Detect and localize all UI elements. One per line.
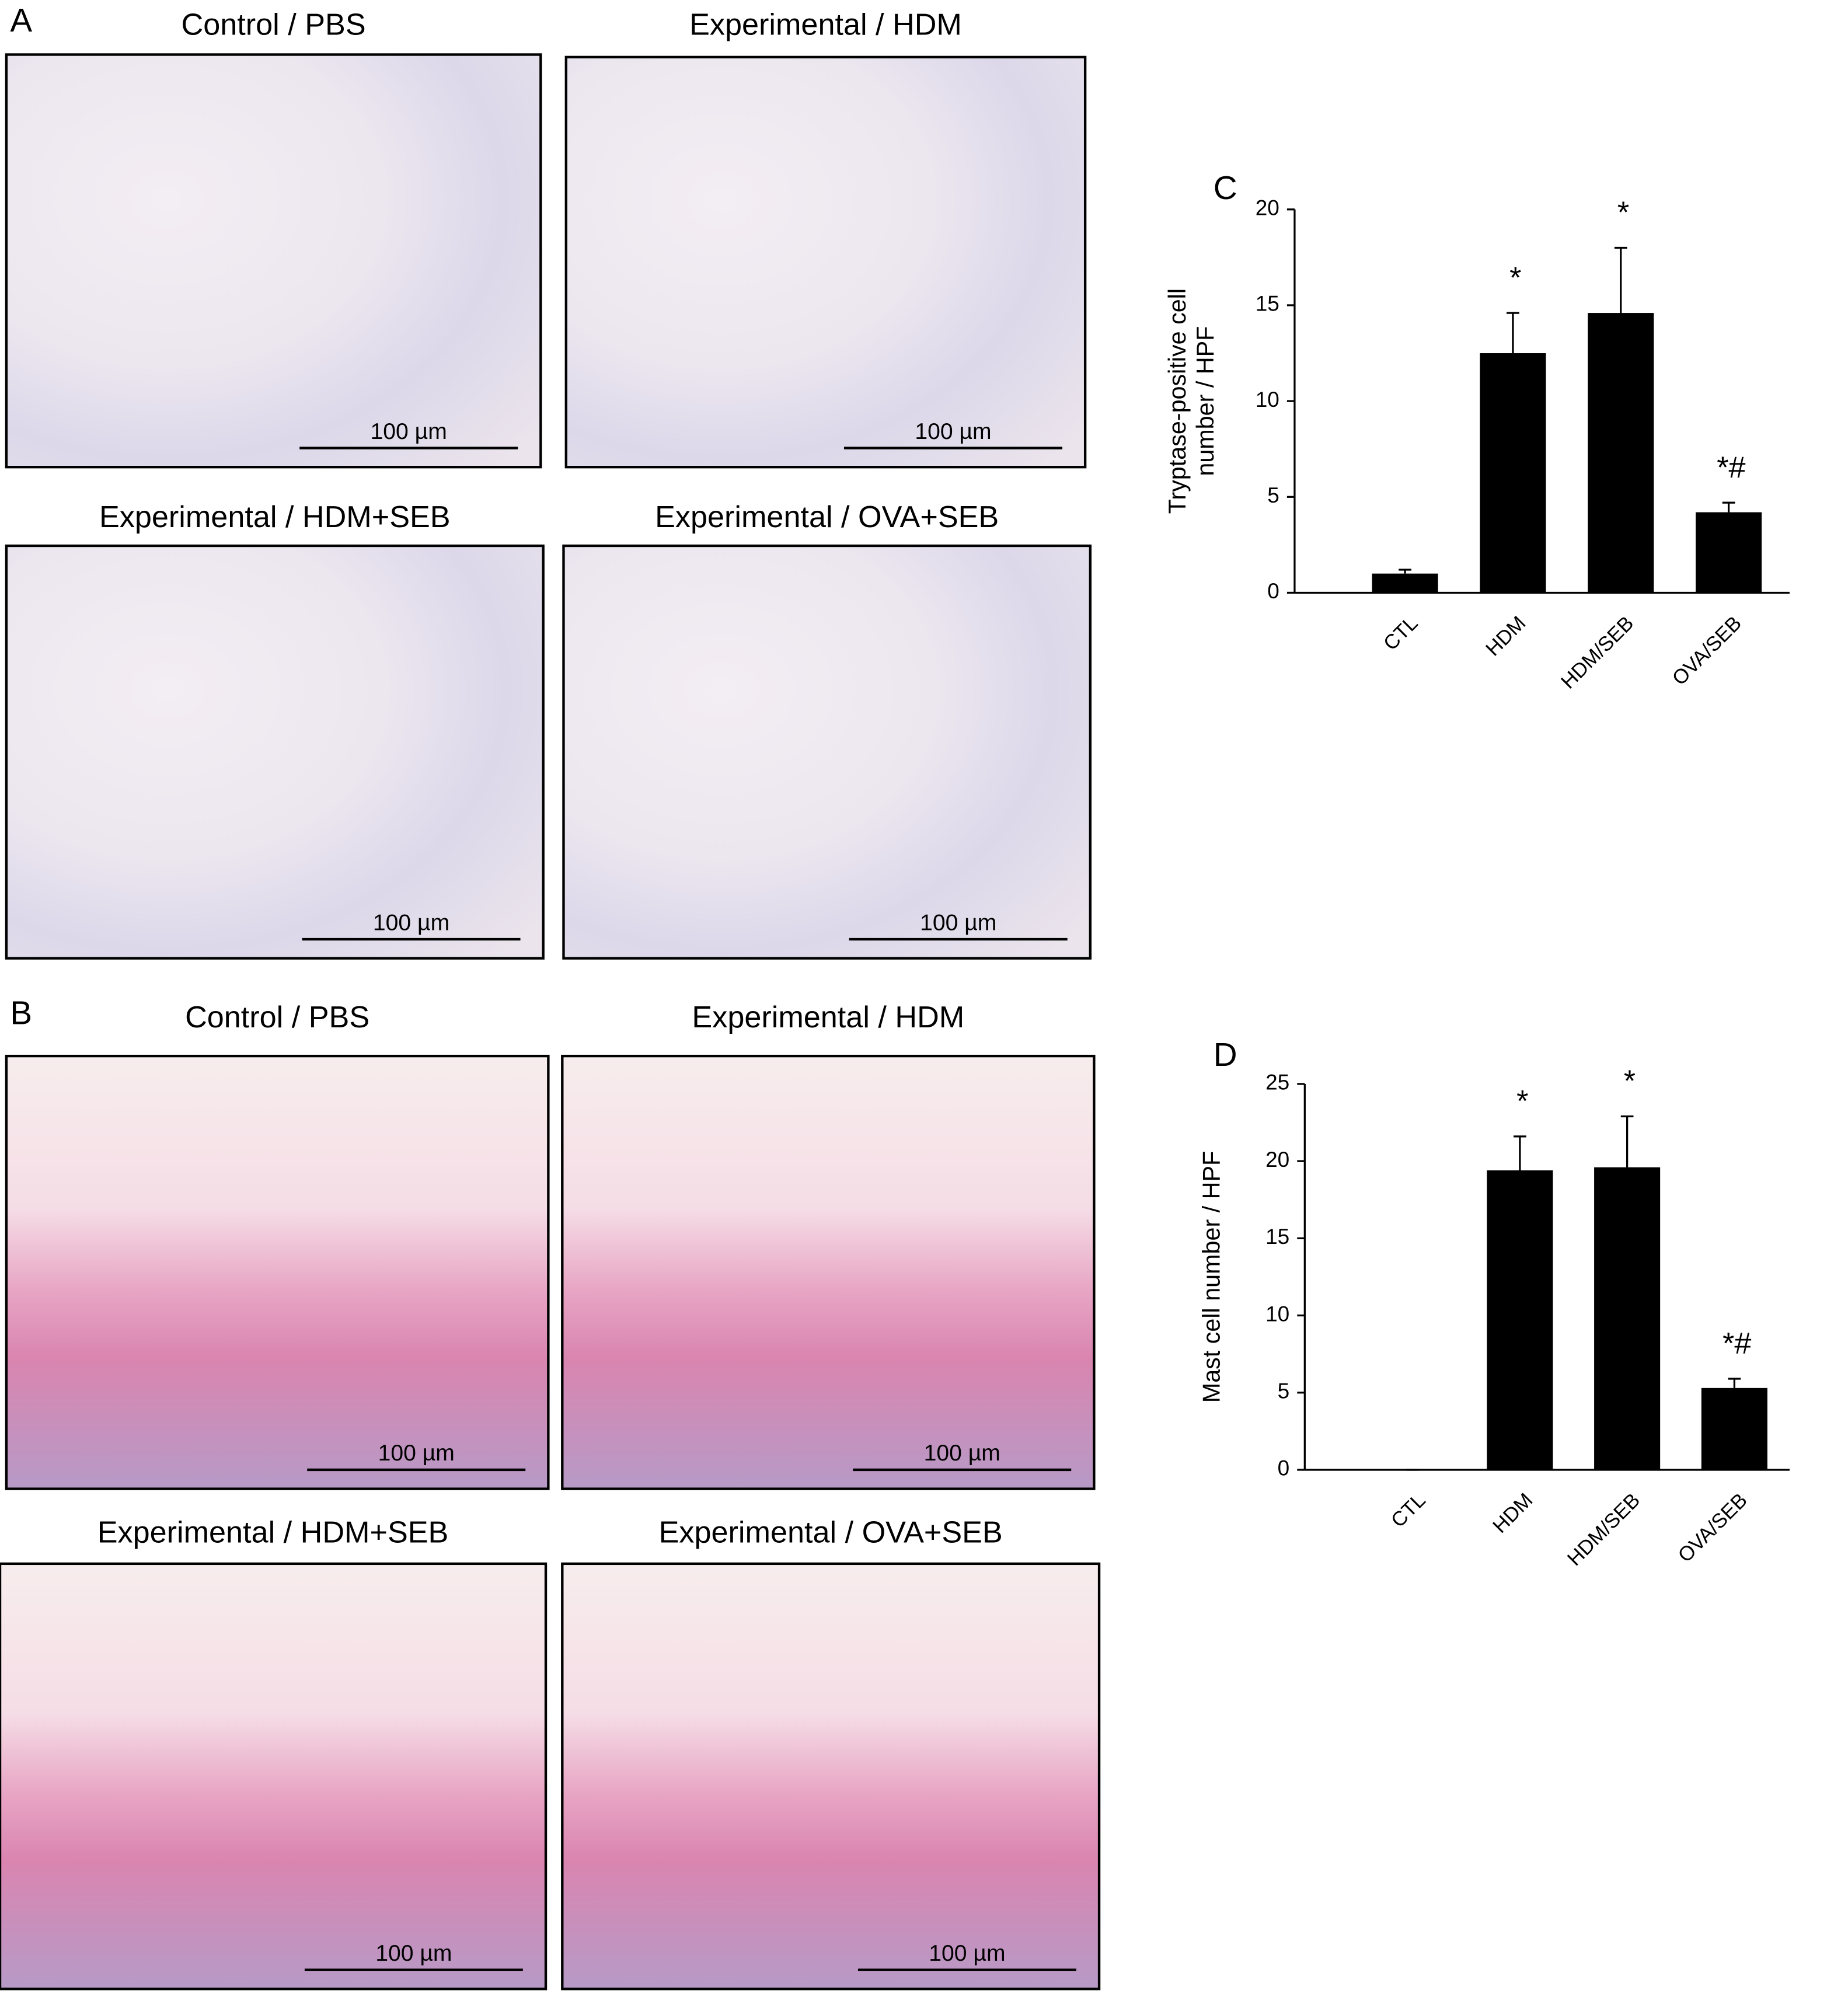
image-title: Experimental / OVA+SEB — [659, 1516, 1003, 1550]
x-tick-label: HDM/SEB — [1557, 612, 1638, 693]
significance-mark: *# — [1723, 1327, 1751, 1361]
micrograph — [5, 53, 542, 469]
x-tick-label: CTL — [1387, 1489, 1429, 1532]
y-tick-label: 20 — [1265, 1148, 1289, 1172]
scale-label: 100 µm — [924, 1441, 1000, 1466]
panel-letter: A — [10, 2, 32, 39]
micrograph — [5, 544, 545, 960]
significance-mark: *# — [1717, 451, 1745, 484]
x-tick-label: HDM — [1482, 612, 1530, 661]
y-tick-label: 10 — [1265, 1302, 1289, 1326]
scale-label: 100 µm — [373, 910, 449, 935]
micrograph — [562, 544, 1092, 960]
significance-mark: * — [1624, 1065, 1636, 1099]
panel-letter: D — [1214, 1036, 1237, 1073]
scale-label: 100 µm — [920, 910, 996, 935]
bar — [1372, 573, 1438, 593]
image-title: Experimental / HDM+SEB — [99, 500, 451, 534]
bar — [1588, 313, 1654, 593]
image-title: Experimental / OVA+SEB — [655, 500, 999, 534]
micrograph — [561, 1562, 1101, 1990]
bar — [1701, 1388, 1767, 1470]
bar — [1594, 1167, 1661, 1470]
x-tick-label: OVA/SEB — [1668, 612, 1746, 690]
scale-label: 100 µm — [929, 1941, 1005, 1966]
micrograph — [561, 1054, 1096, 1490]
scale-label: 100 µm — [915, 419, 991, 444]
y-tick-label: 15 — [1265, 1225, 1289, 1249]
y-tick-label: 0 — [1278, 1456, 1290, 1480]
bar — [1487, 1170, 1553, 1470]
y-tick-label: 15 — [1256, 292, 1279, 316]
y-axis-label: number / HPF — [1192, 326, 1219, 476]
bar — [1480, 353, 1546, 593]
y-tick-label: 25 — [1265, 1071, 1289, 1094]
scale-label: 100 µm — [375, 1941, 452, 1966]
micrograph — [5, 1054, 550, 1490]
significance-mark: * — [1509, 261, 1521, 295]
image-title: Experimental / HDM+SEB — [97, 1516, 449, 1550]
y-axis-label: Mast cell number / HPF — [1198, 1151, 1225, 1403]
scale-label: 100 µm — [371, 419, 447, 444]
x-tick-label: OVA/SEB — [1674, 1489, 1752, 1567]
y-tick-label: 5 — [1278, 1379, 1290, 1403]
micrograph — [0, 1562, 548, 1990]
image-title: Control / PBS — [182, 8, 366, 41]
panel-letter: C — [1214, 169, 1237, 206]
y-axis-label: Tryptase-positive cell — [1164, 288, 1191, 514]
x-tick-label: HDM — [1489, 1489, 1537, 1538]
image-title: Control / PBS — [185, 1001, 369, 1034]
image-title: Experimental / HDM — [692, 1001, 964, 1034]
x-tick-label: HDM/SEB — [1563, 1489, 1644, 1570]
scale-label: 100 µm — [378, 1441, 455, 1466]
y-tick-label: 5 — [1267, 483, 1279, 507]
y-tick-label: 10 — [1256, 388, 1279, 412]
image-title: Experimental / HDM — [689, 8, 962, 41]
significance-mark: * — [1617, 196, 1629, 230]
micrograph — [564, 55, 1087, 469]
x-tick-label: CTL — [1379, 612, 1422, 655]
y-tick-label: 20 — [1256, 196, 1279, 220]
significance-mark: * — [1516, 1085, 1528, 1118]
y-tick-label: 0 — [1267, 579, 1279, 603]
panel-letter: B — [10, 994, 32, 1031]
bar — [1696, 512, 1762, 593]
